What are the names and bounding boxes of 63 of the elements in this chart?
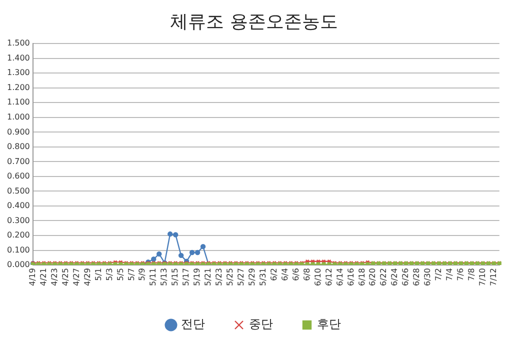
x-tick-label: 6/26: [401, 268, 410, 286]
x-tick-label: 6/6: [291, 268, 300, 281]
x-tick-label: 6/24: [390, 268, 400, 286]
x-tick-label: 5/11: [148, 268, 158, 286]
x-tick-label: 4/21: [38, 268, 48, 286]
x-tick-label: 4/27: [72, 268, 81, 286]
legend-label: 후단: [317, 317, 341, 332]
x-tick-label: 7/2: [434, 268, 444, 281]
x-tick-label: 5/17: [182, 268, 191, 286]
x-tick-label: 6/8: [302, 268, 312, 281]
y-tick-label: 1.200: [6, 82, 30, 92]
x-tick-label: 5/7: [126, 268, 136, 281]
x-tick-label: 4/29: [82, 268, 92, 286]
x-tick-label: 6/16: [346, 268, 356, 286]
chart-title: 체류조 용존오존농도: [170, 11, 338, 32]
y-tick-label: 0.000: [6, 260, 30, 270]
y-tick-label: 0.900: [6, 127, 30, 136]
x-tick-label: 6/10: [313, 268, 322, 286]
x-tick-label: 6/30: [423, 268, 432, 286]
x-tick-label: 7/4: [445, 268, 454, 281]
x-tick-label: 6/14: [335, 268, 344, 286]
x-tick-label: 5/31: [258, 268, 268, 286]
x-tick-label: 5/3: [104, 268, 114, 281]
x-tick-label: 6/20: [368, 268, 378, 286]
y-tick-label: 1.300: [6, 68, 30, 78]
x-tick-label: 7/8: [467, 268, 476, 281]
y-tick-label: 0.700: [6, 156, 30, 166]
y-tick-label: 1.000: [6, 112, 30, 122]
x-tick-label: 5/15: [170, 268, 180, 286]
y-tick-label: 0.800: [6, 142, 30, 152]
x-tick-label: 7/10: [478, 268, 488, 286]
legend-label: 전단: [181, 317, 205, 332]
x-tick-label: 5/21: [204, 268, 213, 286]
y-tick-label: 1.400: [6, 53, 30, 62]
legend-label: 중단: [249, 317, 273, 332]
y-tick-label: 0.600: [6, 172, 30, 181]
x-tick-label: 7/12: [488, 268, 498, 286]
x-tick-label: 5/9: [138, 268, 147, 281]
x-tick-label: 4/23: [50, 268, 59, 286]
x-tick-label: 6/12: [324, 268, 334, 286]
x-tick-label: 6/18: [357, 268, 366, 286]
x-tick-label: 5/19: [192, 268, 202, 286]
x-tick-label: 5/1: [94, 268, 103, 281]
y-tick-label: 0.300: [6, 216, 30, 225]
y-tick-label: 1.500: [6, 38, 30, 48]
y-tick-label: 0.500: [6, 186, 30, 196]
x-tick-label: 5/29: [248, 268, 257, 286]
x-tick-label: 6/22: [379, 268, 388, 286]
x-tick-label: 4/19: [28, 268, 37, 286]
y-tick-label: 0.200: [6, 230, 30, 240]
x-tick-label: 5/23: [214, 268, 224, 286]
y-tick-label: 0.100: [6, 245, 30, 254]
y-tick-label: 0.400: [6, 201, 30, 210]
x-tick-label: 5/27: [236, 268, 246, 286]
x-tick-label: 5/5: [116, 268, 125, 281]
x-tick-label: 7/6: [456, 268, 466, 281]
x-tick-label: 4/25: [60, 268, 70, 286]
x-tick-label: 6/4: [280, 268, 290, 281]
x-tick-label: 5/25: [226, 268, 235, 286]
x-tick-label: 6/2: [269, 268, 278, 281]
y-tick-label: 1.100: [6, 98, 30, 107]
x-tick-label: 5/13: [160, 268, 169, 286]
x-tick-label: 6/28: [412, 268, 422, 286]
